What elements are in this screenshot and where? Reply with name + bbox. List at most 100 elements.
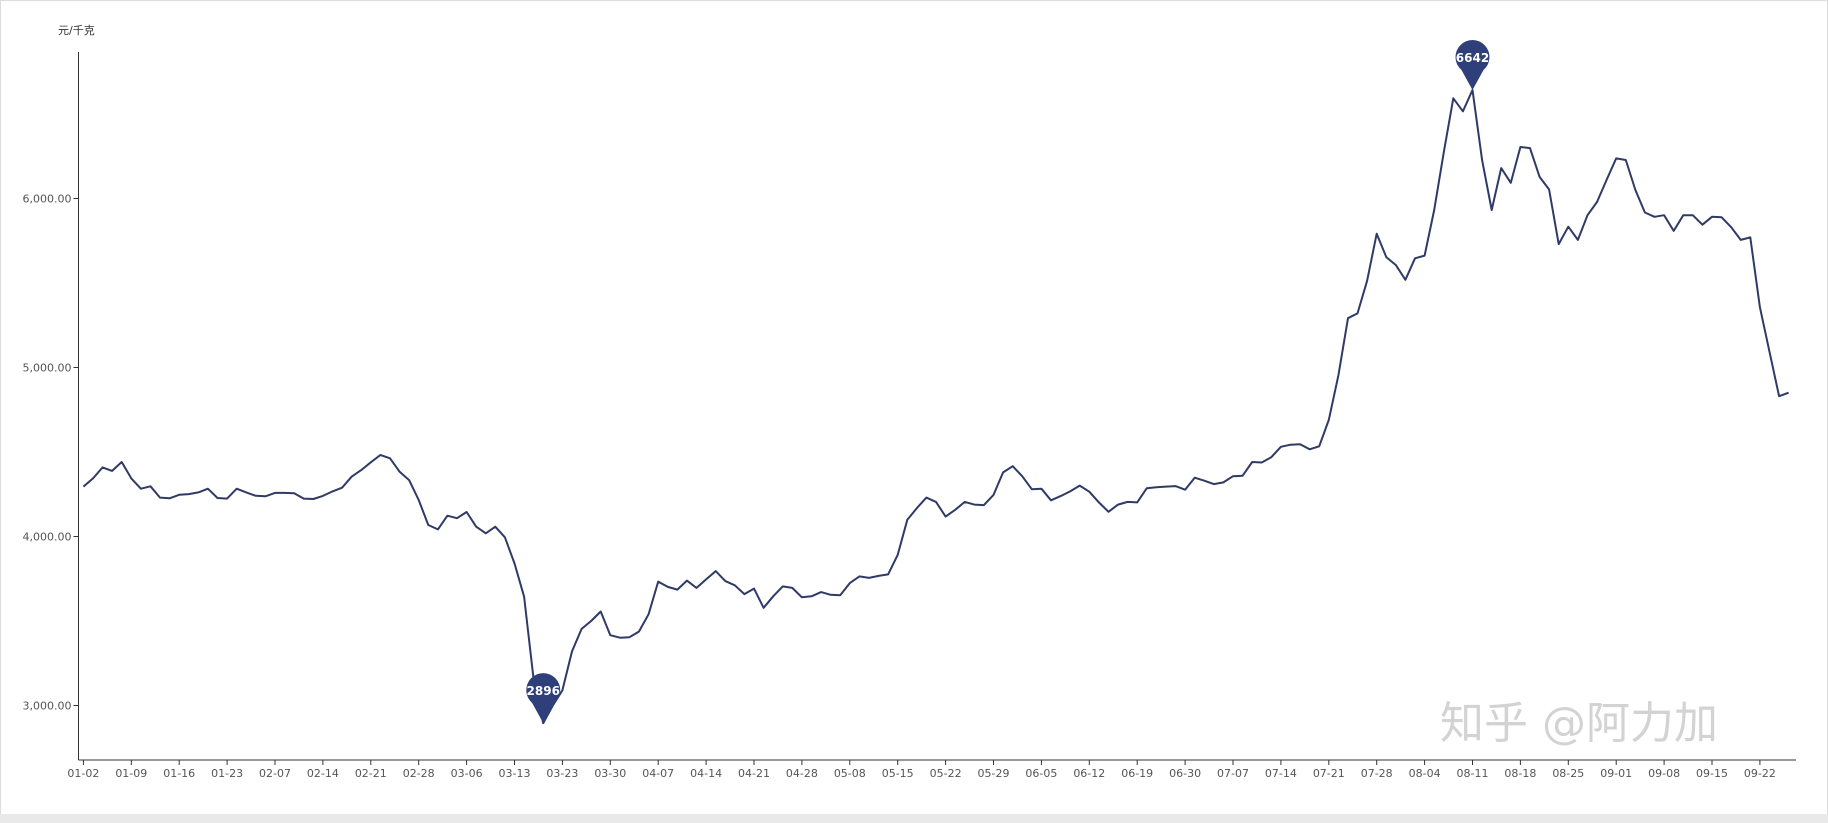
data-point (897, 554, 899, 556)
data-point (255, 495, 257, 497)
data-point (801, 596, 803, 598)
data-point (1165, 486, 1167, 488)
data-point (753, 588, 755, 590)
data-point (878, 575, 880, 577)
data-point (1577, 239, 1579, 241)
data-point (1519, 146, 1521, 148)
data-point (849, 582, 851, 584)
data-point (830, 594, 832, 596)
data-point (1107, 511, 1109, 513)
x-tick-label: 07-28 (1361, 767, 1393, 780)
data-point (178, 494, 180, 496)
data-point (82, 486, 84, 488)
data-point (1615, 157, 1617, 159)
data-point (197, 491, 199, 493)
x-tick-label: 05-15 (882, 767, 914, 780)
data-point (868, 577, 870, 579)
annotations: 6642 2896 (526, 40, 1490, 724)
data-point (1404, 279, 1406, 281)
x-tick-label: 05-29 (978, 767, 1010, 780)
data-point (657, 581, 659, 583)
x-tick-label: 07-21 (1313, 767, 1345, 780)
data-point (351, 476, 353, 478)
data-point (1596, 201, 1598, 203)
data-point (1289, 444, 1291, 446)
data-point (1529, 147, 1531, 149)
data-point (1567, 226, 1569, 228)
data-point (1778, 395, 1780, 397)
data-point (1184, 489, 1186, 491)
data-point (1433, 209, 1435, 211)
x-tick-label: 02-21 (355, 767, 387, 780)
data-point (887, 573, 889, 575)
data-point (581, 628, 583, 630)
x-tick-label: 01-09 (115, 767, 147, 780)
data-point (1711, 216, 1713, 218)
data-point (715, 570, 717, 572)
data-point (149, 485, 151, 487)
x-tick-label: 02-28 (403, 767, 435, 780)
data-point (1654, 216, 1656, 218)
watermark: 知乎 @阿力加 (1440, 698, 1718, 749)
x-tick-label: 04-21 (738, 767, 770, 780)
data-point (1117, 504, 1119, 506)
data-point (1510, 182, 1512, 184)
data-point (1299, 443, 1301, 445)
data-point (1634, 189, 1636, 191)
data-point (446, 515, 448, 517)
data-point (1203, 480, 1205, 482)
data-point (1079, 485, 1081, 487)
x-tick-label: 09-15 (1696, 767, 1728, 780)
data-point (1644, 212, 1646, 214)
data-point (1136, 501, 1138, 503)
data-point (504, 536, 506, 538)
data-point (1414, 257, 1416, 259)
data-point (820, 591, 822, 593)
y-tick-label: 3,000.00 (23, 700, 72, 713)
data-point (360, 469, 362, 471)
data-point (1481, 159, 1483, 161)
data-point (782, 585, 784, 587)
data-point (1213, 483, 1215, 485)
data-point (619, 637, 621, 639)
data-point (1558, 243, 1560, 245)
data-point (1730, 226, 1732, 228)
data-point (916, 507, 918, 509)
data-point (1251, 461, 1253, 463)
data-point (1539, 176, 1541, 178)
data-point (1625, 159, 1627, 161)
data-point (590, 620, 592, 622)
x-tick-label: 07-07 (1217, 767, 1249, 780)
data-point (1701, 224, 1703, 226)
bottom-border (0, 814, 1828, 823)
x-tick-label: 04-28 (786, 767, 818, 780)
data-point (1232, 475, 1234, 477)
data-point (1673, 230, 1675, 232)
y-tick-label: 4,000.00 (23, 531, 72, 544)
data-point (1337, 374, 1339, 376)
x-tick-label: 08-11 (1457, 767, 1489, 780)
x-tick-label: 03-30 (594, 767, 626, 780)
data-point (964, 501, 966, 503)
data-point (514, 562, 516, 564)
data-point (1261, 461, 1263, 463)
x-tick-label: 05-08 (834, 767, 866, 780)
data-point (1031, 488, 1033, 490)
data-point (858, 575, 860, 577)
data-point (724, 580, 726, 582)
data-point (293, 492, 295, 494)
data-point (1002, 471, 1004, 473)
data-point (935, 501, 937, 503)
data-point (1663, 214, 1665, 216)
data-point (399, 471, 401, 473)
data-point (1768, 351, 1770, 353)
x-tick-label: 06-12 (1073, 767, 1105, 780)
data-point (763, 607, 765, 609)
x-tick-label: 03-23 (546, 767, 578, 780)
data-point (207, 488, 209, 490)
x-tick-label: 08-18 (1504, 767, 1536, 780)
data-point (245, 491, 247, 493)
data-point (1328, 419, 1330, 421)
data-point (494, 526, 496, 528)
data-point (1012, 465, 1014, 467)
